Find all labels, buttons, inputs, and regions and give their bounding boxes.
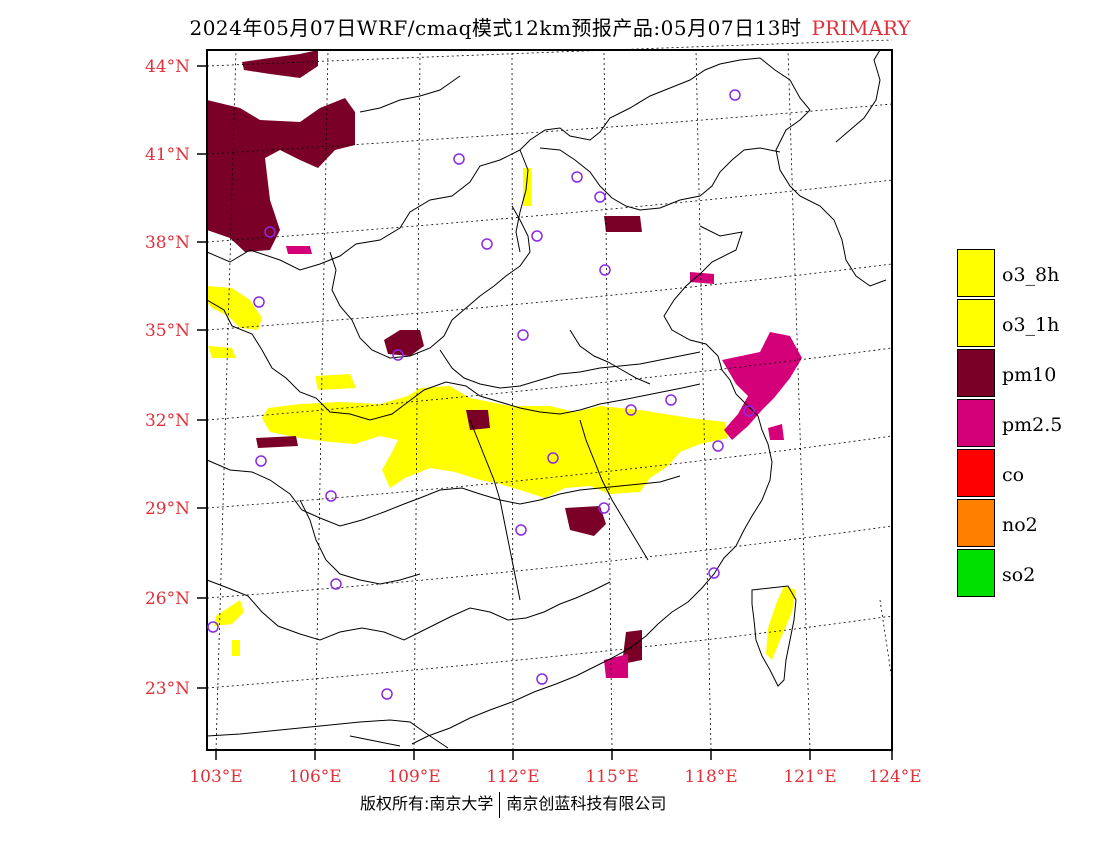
lon-label: 118°E [684,767,737,787]
pm10-area-northwest [207,98,355,252]
pm10-area-central [466,410,490,430]
map-title: 2024年05月07日WRF/cmaq模式12km预报产品:05月07日13时 P… [0,12,1100,41]
pm10-area-south-central [565,506,606,536]
o3-area-central-band [262,386,728,498]
pm25-area-zhejiang [768,424,784,440]
station-marker [743,405,755,417]
station-marker [255,455,267,467]
lon-labels: 103°E 106°E 109°E 112°E 115°E 118°E 121°… [189,767,921,787]
lat-label: 35°N [145,321,190,341]
copyright: 版权所有:南京大学 南京创蓝科技有限公司 [360,790,666,818]
station-marker [708,567,720,579]
lon-label: 106°E [288,767,341,787]
legend-swatch-o3-1h [957,299,995,347]
station-marker [381,688,393,700]
station-marker [625,404,637,416]
station-marker [594,191,606,203]
station-marker [729,89,741,101]
o3-area-northwest [207,286,262,330]
pm25-area-east [722,332,802,440]
o3-area-north-strip [523,168,532,206]
copyright-left: 版权所有:南京大学 [360,794,494,813]
station-marker [517,329,529,341]
graticule [206,39,893,751]
pm10-area-north-top [242,50,318,78]
o3-area-taiwan [766,586,796,660]
lon-label: 121°E [783,767,836,787]
pm25-area-guangdong [604,654,628,678]
station-marker [207,621,219,633]
legend-label-pm10: pm10 [1002,364,1057,386]
copyright-divider [499,791,501,818]
lon-label: 103°E [189,767,242,787]
legend-label-pm25: pm2.5 [1002,414,1063,436]
station-marker [253,296,265,308]
o3-area-west-small [208,346,236,358]
legend-label-co: co [1002,464,1025,486]
station-markers [207,89,755,700]
station-marker [330,578,342,590]
lon-label: 112°E [486,767,539,787]
pollutant-areas [207,50,802,678]
pm10-area-central-west [384,330,424,356]
station-marker [598,502,610,514]
lon-label: 109°E [387,767,440,787]
station-marker [665,394,677,406]
station-marker [571,171,583,183]
legend-label-o3-1h: o3_1h [1002,314,1060,336]
legend-label-o3-8h: o3_8h [1002,264,1060,286]
lon-label: 124°E [868,767,921,787]
legend-swatch-co [957,449,995,497]
station-marker [481,238,493,250]
map-frame [206,49,893,751]
lat-label: 23°N [145,679,190,699]
lat-label: 38°N [145,233,190,253]
lat-label: 41°N [145,145,190,165]
pm10-area-north-china [604,216,642,232]
legend-swatch-so2 [957,549,995,597]
legend-swatch-pm25 [957,399,995,447]
lat-label: 32°N [145,411,190,431]
o3-area-sw-small [232,640,240,656]
legend-label-so2: so2 [1002,564,1036,586]
boundaries [206,49,887,749]
station-marker [264,226,276,238]
station-marker [453,153,465,165]
lat-label: 26°N [145,589,190,609]
map-title-main: 2024年05月07日WRF/cmaq模式12km预报产品:05月07日13时 [189,16,802,40]
pm25-area-shandong [690,272,714,284]
station-marker [599,264,611,276]
station-marker [515,524,527,536]
station-marker [531,230,543,242]
lat-labels: 44°N 41°N 38°N 35°N 32°N 29°N 26°N 23°N [145,57,190,699]
station-marker [536,673,548,685]
legend-label-no2: no2 [1002,514,1038,536]
legend-swatch-no2 [957,499,995,547]
o3-area-central-small [315,374,356,390]
axis-ticks [197,65,893,760]
pm25-area-northwest [286,246,312,254]
station-marker [712,440,724,452]
station-marker [325,490,337,502]
lon-label: 115°E [585,767,638,787]
legend-swatch-o3-8h [957,249,995,297]
station-marker [547,452,559,464]
station-marker [392,349,404,361]
pm10-area-west-band [256,436,298,448]
copyright-right: 南京创蓝科技有限公司 [506,794,667,813]
lat-label: 29°N [145,499,190,519]
map-title-tag: PRIMARY [811,16,911,40]
legend-swatch-pm10 [957,349,995,397]
lat-label: 44°N [145,57,190,77]
o3-area-sw [214,600,244,626]
